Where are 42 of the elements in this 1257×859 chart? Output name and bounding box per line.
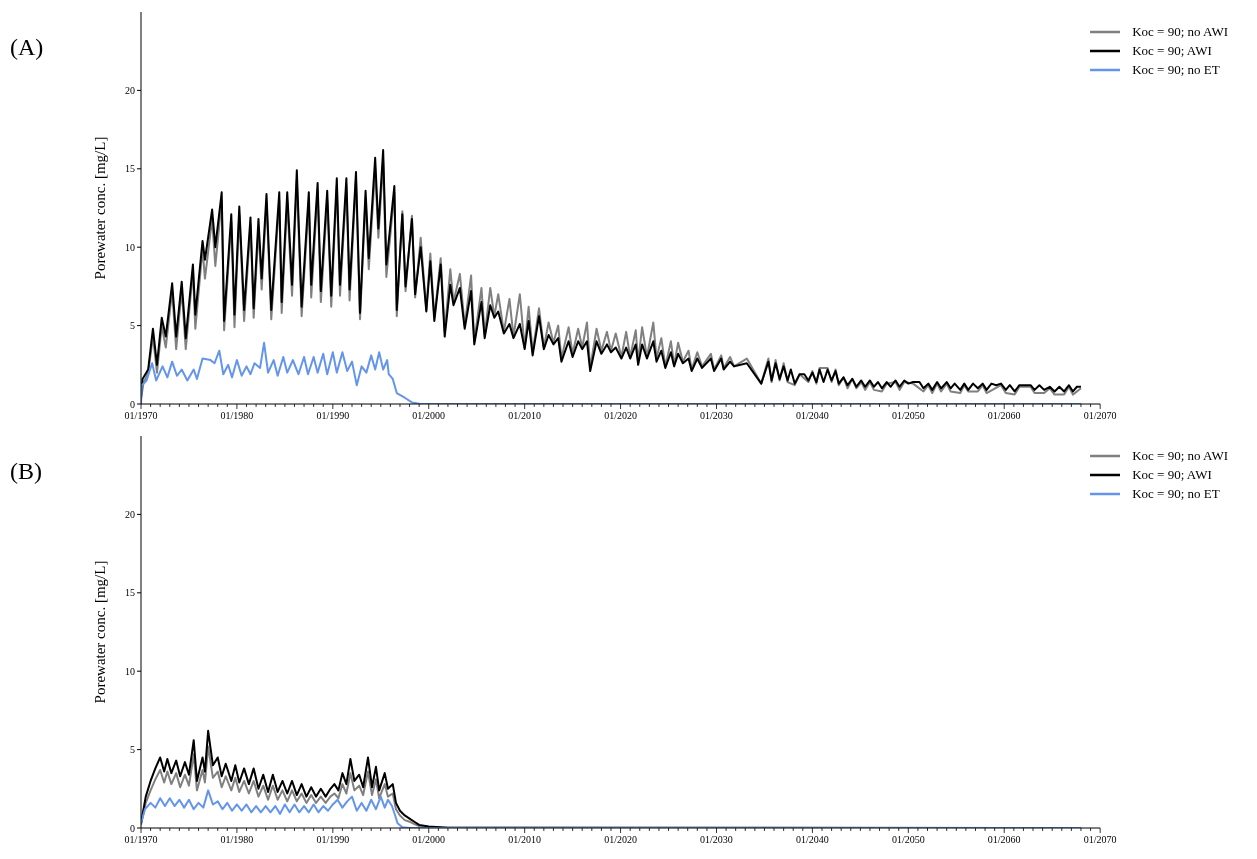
- x-tick-label: 01/2060: [987, 834, 1021, 845]
- x-tick-label: 01/2070: [1083, 410, 1117, 421]
- x-tick-label: 01/1970: [124, 410, 158, 421]
- y-tick-label: 15: [125, 163, 135, 175]
- x-tick-label: 01/2000: [412, 410, 446, 421]
- x-tick-label: 01/2070: [1083, 834, 1117, 845]
- x-tick-label: 01/2010: [508, 834, 542, 845]
- text: (B): [10, 458, 42, 485]
- y-tick-label: 0: [130, 822, 135, 834]
- legend-label: Koc = 90; no AWI: [1132, 23, 1228, 40]
- y-tick-label: 0: [130, 398, 135, 410]
- x-tick-label: 01/2010: [508, 410, 542, 421]
- legend-label: Koc = 90; AWI: [1132, 42, 1212, 59]
- legend-label: Koc = 90; no ET: [1132, 485, 1220, 502]
- x-tick-label: 01/1980: [220, 410, 254, 421]
- x-tick-label: 01/2040: [796, 834, 829, 845]
- y-tick-label: 20: [125, 84, 135, 96]
- legend-label: Koc = 90; AWI: [1132, 466, 1212, 483]
- x-tick-label: 01/2030: [700, 410, 733, 421]
- y-tick-label: 15: [125, 587, 135, 599]
- y-tick-label: 20: [125, 508, 135, 520]
- y-tick-label: 5: [130, 320, 135, 332]
- y-tick-label: 10: [125, 665, 135, 677]
- x-tick-label: 01/2060: [987, 410, 1021, 421]
- x-tick-label: 01/2050: [891, 410, 925, 421]
- legend-label: Koc = 90; no ET: [1132, 61, 1220, 78]
- y-axis-title: Porewater conc. [mg/L]: [92, 136, 109, 280]
- x-tick-label: 01/2020: [604, 834, 637, 845]
- x-tick-label: 01/2020: [604, 410, 637, 421]
- text: (A): [10, 34, 44, 61]
- y-tick-label: 10: [125, 241, 135, 253]
- y-axis-title: Porewater conc. [mg/L]: [92, 560, 109, 704]
- x-tick-label: 01/1970: [124, 834, 158, 845]
- x-tick-label: 01/2030: [700, 834, 733, 845]
- x-tick-label: 01/2040: [796, 410, 829, 421]
- x-tick-label: 01/1980: [220, 834, 254, 845]
- legend-label: Koc = 90; no AWI: [1132, 447, 1228, 464]
- x-tick-label: 01/1990: [316, 410, 350, 421]
- x-tick-label: 01/2050: [891, 834, 925, 845]
- y-tick-label: 5: [130, 744, 135, 756]
- x-tick-label: 01/2000: [412, 834, 446, 845]
- x-tick-label: 01/1990: [316, 834, 350, 845]
